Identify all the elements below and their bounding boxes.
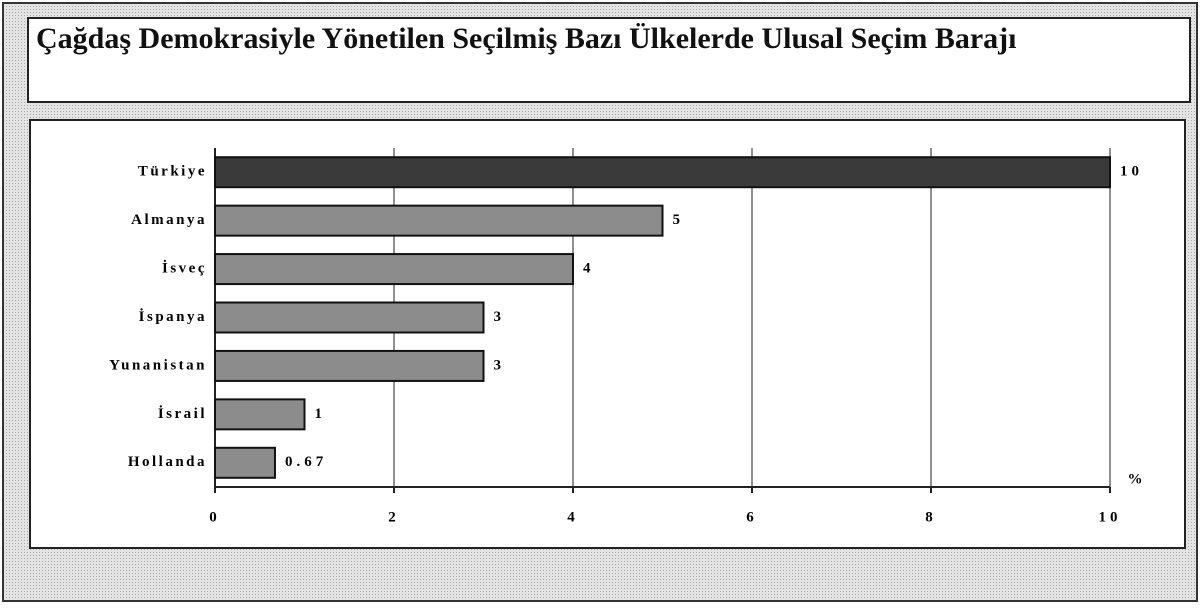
bar — [214, 156, 1111, 189]
bar — [214, 301, 485, 334]
y-tick-label: İspanya — [139, 308, 207, 325]
y-tick-label: Hollanda — [128, 454, 207, 470]
value-label: 10 — [1120, 164, 1143, 180]
bar — [214, 446, 276, 479]
chart-title: Çağdaş Demokrasiyle Yönetilen Seçilmiş B… — [36, 22, 1017, 55]
y-tick-label: İsrail — [158, 405, 207, 422]
value-label: 0.67 — [285, 454, 327, 470]
x-tick-label: 4 — [567, 509, 579, 525]
title-holder: Çağdaş Demokrasiyle Yönetilen Seçilmiş B… — [36, 22, 1017, 55]
value-label: 3 — [494, 357, 506, 373]
y-tick-label: Yunanistan — [109, 357, 207, 373]
bar — [214, 349, 485, 382]
x-tick-label: 6 — [746, 509, 758, 525]
x-axis-label: % — [1128, 471, 1143, 487]
title-box — [27, 17, 1191, 103]
y-tick-label: Almanya — [131, 212, 207, 228]
y-tick-label: Türkiye — [138, 164, 207, 180]
x-tick-label: 2 — [388, 509, 400, 525]
bar — [214, 253, 574, 286]
value-label: 4 — [583, 261, 595, 277]
y-tick-label: İsveç — [162, 260, 207, 277]
value-label: 1 — [315, 406, 327, 422]
value-label: 3 — [494, 309, 506, 325]
x-tick-label: 0 — [209, 509, 221, 525]
x-tick-label: 8 — [925, 509, 937, 525]
bar — [214, 204, 664, 237]
bar — [214, 398, 306, 431]
x-tick-label: 10 — [1099, 509, 1122, 525]
value-label: 5 — [673, 212, 685, 228]
